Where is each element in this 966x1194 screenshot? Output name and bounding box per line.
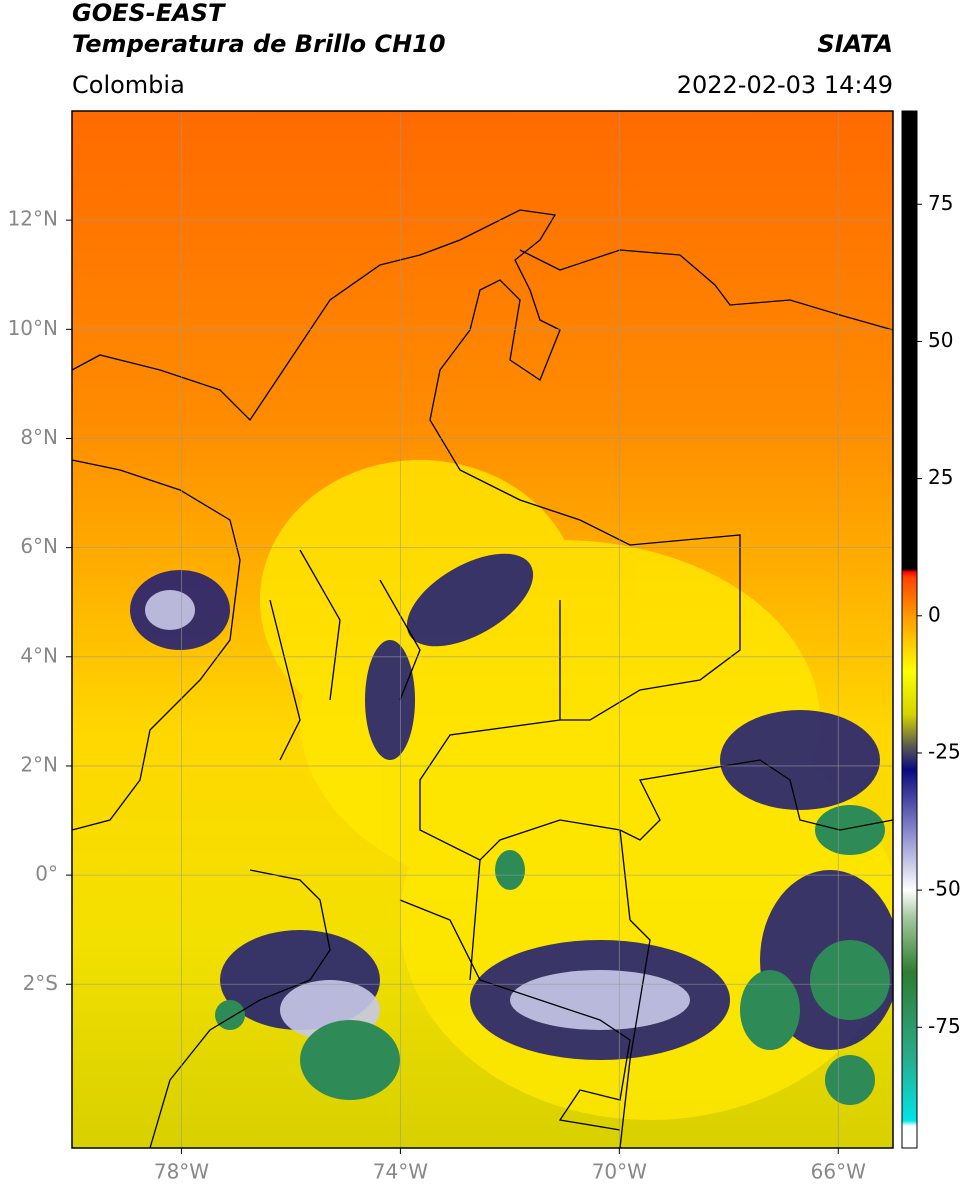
datetime: 2022-02-03 14:49 xyxy=(677,71,893,99)
colorbar xyxy=(901,110,918,1149)
colorbar-tick-label: 50 xyxy=(928,328,953,352)
x-tick-label: 74°W xyxy=(373,1160,428,1184)
y-tick-label: 6°N xyxy=(20,534,58,558)
x-tick-label: 66°W xyxy=(811,1160,866,1184)
colorbar-tick-label: -25 xyxy=(928,739,961,763)
product: Temperatura de Brillo CH10 xyxy=(72,30,446,58)
y-tick-label: 12°N xyxy=(8,207,58,231)
y-tick-label: 8°N xyxy=(20,425,58,449)
y-tick-label: 0° xyxy=(35,862,58,886)
colorbar-tick-label: 25 xyxy=(928,465,953,489)
x-tick-label: 70°W xyxy=(592,1160,647,1184)
region: Colombia xyxy=(72,71,185,99)
y-tick-label: 10°N xyxy=(8,316,58,340)
y-tick-label: 2°S xyxy=(23,971,58,995)
colorbar-tick-label: 75 xyxy=(928,191,953,215)
map-image xyxy=(72,111,893,1148)
colorbar-tick-label: -50 xyxy=(928,877,961,901)
grid xyxy=(72,111,893,1148)
y-tick-label: 2°N xyxy=(20,752,58,776)
map-frame xyxy=(71,110,894,1149)
x-tick-label: 78°W xyxy=(154,1160,209,1184)
source: SIATA xyxy=(817,30,893,58)
colorbar-tick-label: 0 xyxy=(928,602,941,626)
colorbar-tick-label: -75 xyxy=(928,1014,961,1038)
y-tick-label: 4°N xyxy=(20,643,58,667)
coldest-clouds xyxy=(215,805,890,1105)
coastlines xyxy=(72,209,893,1148)
title: GOES-EAST xyxy=(72,0,226,27)
